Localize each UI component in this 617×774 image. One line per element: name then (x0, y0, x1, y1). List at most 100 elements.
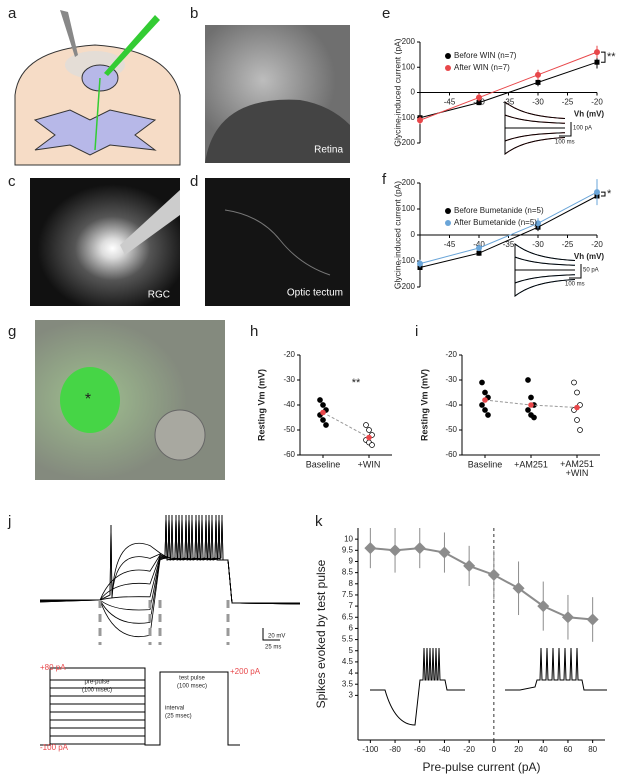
data-point (320, 417, 326, 423)
mean-marker (574, 404, 580, 411)
y-tick-label: 200 (402, 37, 416, 46)
significance: ** (352, 377, 361, 389)
significance: ** (607, 51, 616, 63)
marker (594, 49, 600, 56)
scale-label: 20 mV (268, 634, 285, 640)
x-tick-label: -40 (473, 240, 485, 249)
y-tick-label: 4 (349, 668, 354, 677)
x-tick-label: -60 (414, 745, 426, 754)
voltage-traces (39, 514, 301, 637)
y-tick-label: -50 (283, 425, 295, 434)
y-tick-label: 9.5 (342, 545, 354, 554)
y-tick-label: -20 (283, 350, 295, 359)
inset-trace (514, 270, 576, 284)
x-tick-label: -80 (389, 745, 401, 754)
marker (537, 600, 550, 613)
y-tick-label: -200 (399, 282, 416, 291)
marker (476, 94, 482, 101)
x-tick-label: Baseline (306, 459, 341, 469)
data-point (366, 427, 372, 433)
x-tick-label: +WIN (358, 459, 381, 469)
significance: * (607, 188, 612, 200)
data-point (525, 377, 531, 383)
data-point (482, 389, 488, 396)
data-point (574, 389, 580, 396)
y-tick-label: 5.5 (342, 635, 354, 644)
current-level: -100 pA (40, 743, 69, 752)
marker (512, 582, 525, 595)
image-caption: RGC (148, 290, 170, 301)
rgc-image (30, 178, 180, 306)
y-tick-label: 9 (349, 557, 354, 566)
x-tick-label: -20 (591, 240, 603, 249)
data-point (528, 394, 534, 401)
marker (586, 613, 599, 626)
marker (487, 568, 500, 581)
x-tick-label: 20 (514, 745, 523, 754)
epoch-markers (98, 600, 230, 645)
marker (463, 559, 476, 572)
protocol-label: test pulse (179, 676, 205, 682)
panel-label: f (382, 171, 387, 188)
data-point (525, 407, 531, 413)
x-tick-label: -35 (503, 240, 515, 249)
data-point (479, 379, 485, 386)
y-axis-label: Glycine-induced current (pA) (392, 38, 402, 146)
current-level: +200 pA (230, 667, 261, 676)
x-tick-label: -30 (532, 98, 544, 107)
inset-trace (504, 128, 566, 142)
y-tick-label: 7 (349, 601, 354, 610)
marker (535, 79, 541, 85)
panel-label: g (8, 323, 16, 340)
mean-marker (528, 402, 534, 408)
panel-label: c (8, 173, 16, 190)
cell-body (154, 409, 206, 461)
legend-label: After WIN (n=7) (454, 63, 510, 72)
inset-trace (514, 243, 576, 270)
x-axis-label: Vh (mV) (574, 110, 605, 119)
scale-label: 25 ms (265, 645, 281, 651)
legend-marker (445, 65, 451, 71)
y-tick-label: 0 (411, 230, 416, 239)
y-axis-label: Spikes evoked by test pulse (314, 559, 328, 708)
marker (561, 611, 574, 624)
x-tick-label: -40 (439, 745, 451, 754)
data-point (323, 422, 329, 428)
marker (535, 220, 541, 227)
inset-trace (504, 101, 566, 128)
rgc-pipette (120, 190, 180, 255)
significance-bracket (601, 51, 606, 63)
cell-marker: * (85, 391, 91, 408)
y-tick-label: -30 (283, 375, 295, 384)
y-tick-label: 4.5 (342, 657, 354, 666)
protocol-label: (25 msec) (165, 714, 192, 720)
cell-body (60, 367, 120, 433)
x-tick-label: -20 (591, 98, 603, 107)
series-line (370, 547, 593, 621)
data-point (317, 397, 323, 403)
voltage-trace (39, 514, 300, 611)
mean-marker (366, 434, 372, 441)
legend-label: Before WIN (n=7) (454, 51, 517, 60)
significance-bracket (601, 191, 606, 197)
inset-scale-bar (559, 122, 572, 137)
inset-trace (370, 647, 465, 726)
x-tick-label: -45 (444, 98, 456, 107)
y-axis-label: Resting Vm (mV) (256, 369, 266, 441)
data-point (369, 442, 375, 448)
legend-marker (445, 220, 451, 226)
tectum-axon (224, 209, 331, 276)
x-tick-label: 60 (563, 745, 572, 754)
protocol-label: pre-pulse (84, 680, 110, 686)
y-tick-label: -100 (399, 113, 416, 122)
inset-trace (504, 114, 566, 128)
x-tick-label: -45 (444, 240, 456, 249)
y-tick-label: -30 (445, 375, 457, 384)
series-line (419, 195, 598, 268)
series-line (419, 191, 598, 265)
mean-marker (482, 397, 488, 403)
y-tick-label: 200 (402, 178, 416, 187)
inset-trace (504, 128, 566, 155)
